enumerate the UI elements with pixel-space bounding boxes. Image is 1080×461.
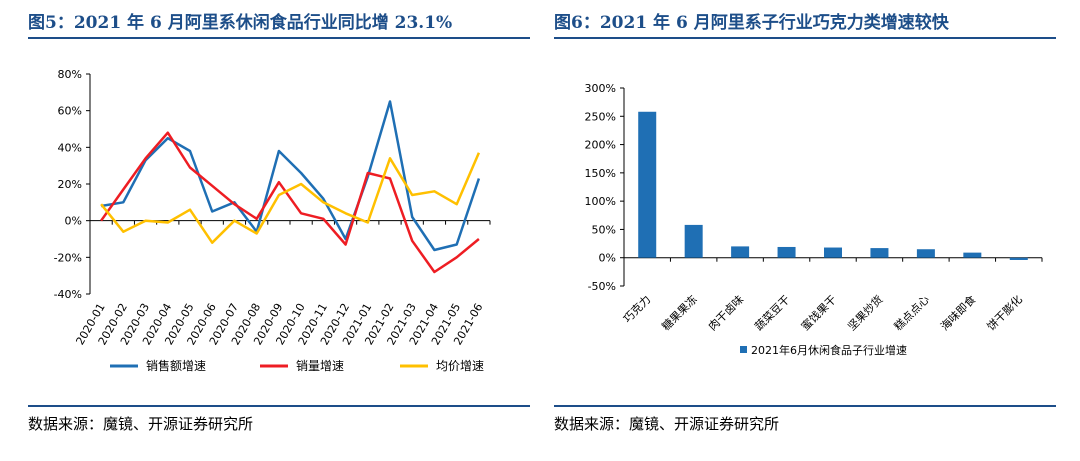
figure-6-panel: 图6：2021 年 6 月阿里系子行业巧克力类增速较快 300% 250% 200%… (554, 0, 1056, 461)
bar-chart: 300% 250% 200% 150% 100% 50% 0% -50% 巧克力 糖果果冻 肉干卤味… (585, 82, 1043, 357)
series-line-1 (100, 100, 481, 252)
y-tick-label: 20% (58, 178, 82, 191)
source-rule (554, 405, 1056, 407)
bar-6 (870, 248, 889, 258)
x-tick-label: 坚果炒货 (845, 292, 886, 333)
bar-7 (916, 249, 935, 258)
y-tick-label: 200% (585, 139, 616, 152)
bar-5 (824, 247, 842, 258)
x-tick-label: 蜜饯果干 (798, 292, 839, 333)
bar-8 (963, 252, 982, 258)
legend-label: 2021年6月休闲食品子行业增速 (751, 343, 907, 357)
figure-6-source: 数据来源：魔镜、开源证券研究所 (554, 415, 780, 433)
y-tick-label: 300% (585, 82, 616, 95)
y-tick-label: -20% (54, 251, 82, 264)
figure-5-source: 数据来源：魔镜、开源证券研究所 (28, 415, 254, 433)
x-tick-label: 肉干卤味 (706, 293, 746, 333)
y-tick-label: 0% (599, 252, 616, 265)
x-tick-label: 蔬菜豆干 (752, 293, 792, 333)
title-rule (554, 37, 1056, 39)
figure-5-panel: 图5：2021 年 6 月阿里系休闲食品行业同比增 23.1% 80% 60% 40… (28, 0, 530, 461)
bar-2 (684, 224, 703, 258)
bar-4 (777, 246, 796, 258)
title-rule (28, 37, 530, 39)
line-chart: 80%60%40%20%0%-20%-40%2020-012020-022020… (54, 68, 491, 373)
x-tick-label: 饼干膨化 (984, 292, 1025, 333)
y-tick-label: 60% (58, 105, 82, 118)
bar-3 (731, 246, 750, 258)
x-tick-label: 巧克力 (621, 293, 654, 326)
y-tick-label: 50% (592, 223, 616, 236)
y-tick-label: 0% (65, 215, 82, 228)
y-tick-label: -50% (588, 280, 616, 293)
x-tick-label: 海味即食 (937, 292, 978, 333)
x-tick-label: 糖果果冻 (659, 292, 700, 333)
bar-9 (1009, 257, 1028, 260)
figure-5-title: 图5：2021 年 6 月阿里系休闲食品行业同比增 23.1% (28, 13, 453, 33)
y-tick-label: 40% (58, 141, 82, 154)
figure-6-title: 图6：2021 年 6 月阿里系子行业巧克力类增速较快 (554, 13, 949, 33)
y-tick-label: 100% (585, 195, 616, 208)
x-tick-label: 糕点点心 (891, 292, 932, 333)
series-line-3 (100, 152, 481, 244)
legend-label: 均价增速 (436, 359, 484, 373)
source-rule (28, 405, 530, 407)
y-tick-label: 150% (585, 167, 616, 180)
series-line-2 (100, 131, 480, 274)
legend-label: 销量增速 (296, 359, 344, 373)
legend-label: 销售额增速 (146, 358, 206, 373)
y-tick-label: -40% (54, 288, 82, 301)
bar-1 (638, 111, 657, 258)
legend-swatch (740, 346, 747, 353)
y-tick-label: 250% (585, 110, 616, 123)
y-tick-label: 80% (58, 68, 82, 81)
